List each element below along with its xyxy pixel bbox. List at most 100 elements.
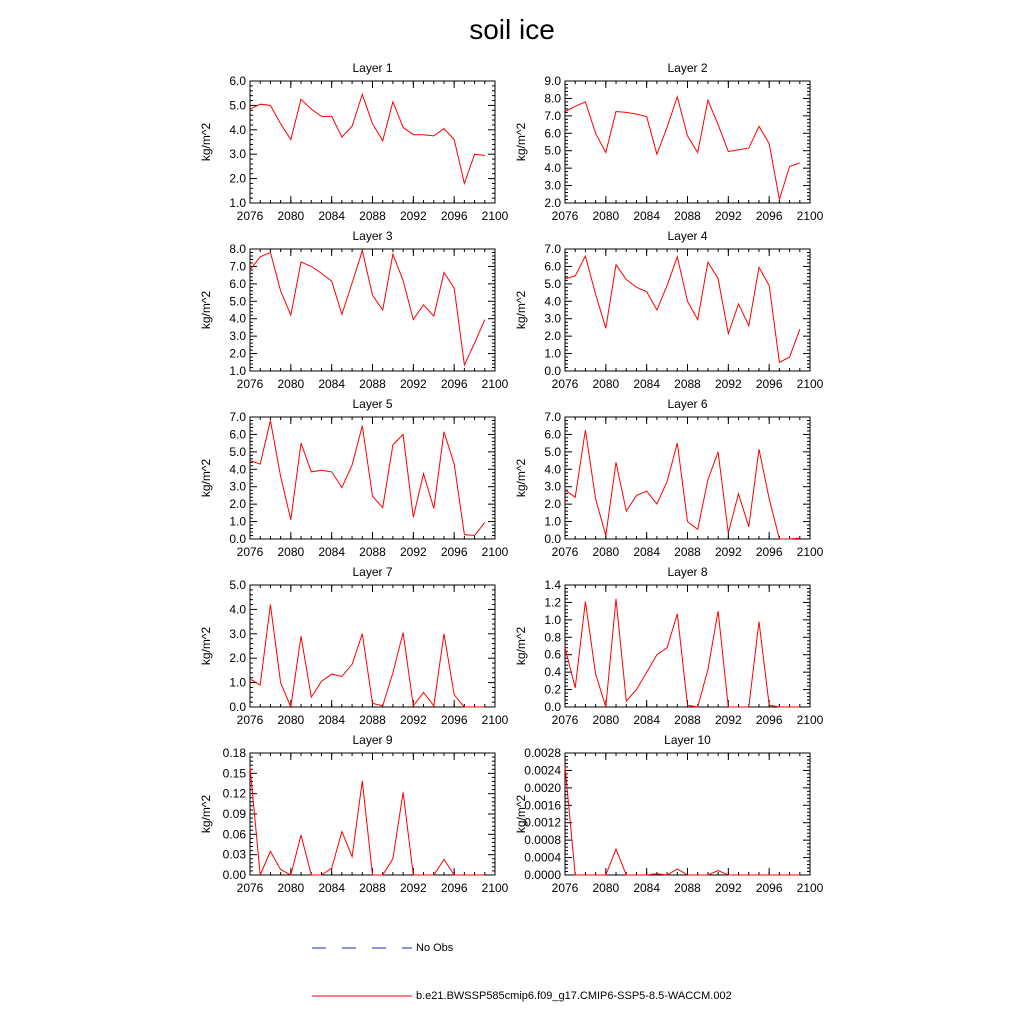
y-tick-label: 0.0000: [524, 868, 561, 882]
panel-2: 2076 2080 2084 2088 2092 2096 2100 2.0 3.0 4.0 5.0…: [514, 61, 824, 223]
y-tick-label: 6.0: [544, 259, 561, 273]
x-tick-label: 2076: [237, 377, 264, 391]
panel-1: 2076 2080 2084 2088 2092 2096 2100 1.0 2.0 3.0 4.0…: [199, 61, 509, 223]
x-tick-label: 2092: [400, 377, 427, 391]
x-tick-label: 2092: [715, 713, 742, 727]
x-tick-label: 2080: [592, 881, 619, 895]
y-tick-label: 4.0: [229, 602, 246, 616]
y-tick-label: 7.0: [544, 242, 561, 256]
y-tick-label: 2.0: [229, 172, 246, 186]
y-tick-label: 3.0: [229, 329, 246, 343]
y-tick-label: 0.03: [223, 848, 247, 862]
y-tick-label: 1.0: [544, 515, 561, 529]
x-tick-label: 2088: [674, 545, 701, 559]
x-tick-label: 2092: [400, 545, 427, 559]
x-tick-label: 2092: [715, 545, 742, 559]
x-tick-label: 2100: [482, 713, 509, 727]
y-tick-label: 8.0: [544, 91, 561, 105]
y-axis-label: kg/m^2: [199, 795, 213, 834]
y-tick-label: 4.0: [229, 312, 246, 326]
panel-title: Layer 7: [352, 565, 392, 579]
y-tick-label: 5.0: [544, 144, 561, 158]
y-tick-label: 2.0: [544, 196, 561, 210]
x-tick-label: 2100: [797, 545, 824, 559]
x-tick-label: 2084: [633, 713, 660, 727]
x-tick-label: 2076: [552, 209, 579, 223]
y-tick-label: 3.0: [229, 480, 246, 494]
x-tick-label: 2100: [797, 209, 824, 223]
x-tick-label: 2088: [359, 713, 386, 727]
y-tick-label: 0.0: [544, 700, 561, 714]
series-line: [249, 248, 486, 367]
y-tick-label: 4.0: [544, 462, 561, 476]
panel-title: Layer 5: [352, 397, 392, 411]
y-tick-label: 1.0: [229, 196, 246, 210]
x-tick-label: 2076: [552, 881, 579, 895]
y-tick-label: 2.0: [229, 497, 246, 511]
x-tick-label: 2100: [482, 881, 509, 895]
y-tick-label: 2.0: [544, 497, 561, 511]
x-tick-label: 2084: [633, 545, 660, 559]
y-axis-label: kg/m^2: [514, 795, 528, 834]
x-tick-label: 2076: [237, 713, 264, 727]
y-axis-label: kg/m^2: [199, 459, 213, 498]
y-tick-label: 5.0: [229, 294, 246, 308]
y-tick-label: 4.0: [544, 161, 561, 175]
panel-3: 2076 2080 2084 2088 2092 2096 2100 1.0 2.0 3.0 4.0…: [199, 229, 509, 391]
panel-9: 2076 2080 2084 2088 2092 2096 2100 0.00 0.03 0.06…: [199, 733, 509, 895]
y-tick-label: 0.2: [544, 683, 561, 697]
y-tick-label: 0.0008: [524, 833, 561, 847]
y-tick-label: 0.0: [229, 532, 246, 546]
panel-6: 2076 2080 2084 2088 2092 2096 2100 0.0 1.0 2.0 3.0…: [514, 397, 824, 559]
x-tick-label: 2084: [318, 881, 345, 895]
x-tick-label: 2088: [359, 209, 386, 223]
x-tick-label: 2080: [277, 377, 304, 391]
y-axis-label: kg/m^2: [514, 627, 528, 666]
y-tick-label: 1.0: [229, 676, 246, 690]
y-tick-label: 5.0: [544, 277, 561, 291]
x-tick-label: 2080: [592, 377, 619, 391]
y-tick-label: 7.0: [229, 410, 246, 424]
series-line: [564, 430, 800, 540]
panel-title: Layer 1: [352, 61, 392, 75]
y-tick-label: 4.0: [544, 294, 561, 308]
x-tick-label: 2084: [633, 209, 660, 223]
x-tick-label: 2100: [482, 545, 509, 559]
x-tick-label: 2076: [237, 881, 264, 895]
y-tick-label: 6.0: [544, 427, 561, 441]
x-tick-label: 2084: [318, 377, 345, 391]
x-tick-label: 2076: [552, 713, 579, 727]
series-line: [564, 598, 800, 708]
series-line: [249, 766, 485, 876]
y-tick-label: 1.0: [229, 364, 246, 378]
y-tick-label: 0.0: [544, 364, 561, 378]
panel-title: Layer 4: [667, 229, 707, 243]
x-tick-label: 2096: [441, 545, 468, 559]
y-axis-label: kg/m^2: [514, 459, 528, 498]
y-axis-label: kg/m^2: [199, 123, 213, 162]
x-tick-label: 2096: [441, 209, 468, 223]
x-tick-label: 2092: [715, 377, 742, 391]
x-tick-label: 2088: [359, 881, 386, 895]
x-tick-label: 2096: [441, 881, 468, 895]
x-tick-label: 2088: [359, 377, 386, 391]
y-axis-label: kg/m^2: [199, 291, 213, 330]
legend-model-label: b.e21.BWSSP585cmip6.f09_g17.CMIP6-SSP5-8…: [416, 990, 732, 1002]
x-tick-label: 2092: [400, 209, 427, 223]
y-tick-label: 0.0: [229, 700, 246, 714]
y-tick-label: 6.0: [229, 427, 246, 441]
x-tick-label: 2092: [400, 881, 427, 895]
y-tick-label: 0.4: [544, 665, 561, 679]
x-tick-label: 2080: [592, 209, 619, 223]
y-tick-label: 0.0024: [524, 763, 561, 777]
y-tick-label: 0.6: [544, 648, 561, 662]
x-tick-label: 2100: [797, 713, 824, 727]
x-tick-label: 2096: [441, 377, 468, 391]
series-line: [564, 766, 800, 876]
y-tick-label: 0.8: [544, 630, 561, 644]
x-tick-label: 2084: [318, 209, 345, 223]
x-tick-label: 2092: [715, 881, 742, 895]
y-tick-label: 1.0: [544, 613, 561, 627]
x-tick-label: 2100: [482, 377, 509, 391]
